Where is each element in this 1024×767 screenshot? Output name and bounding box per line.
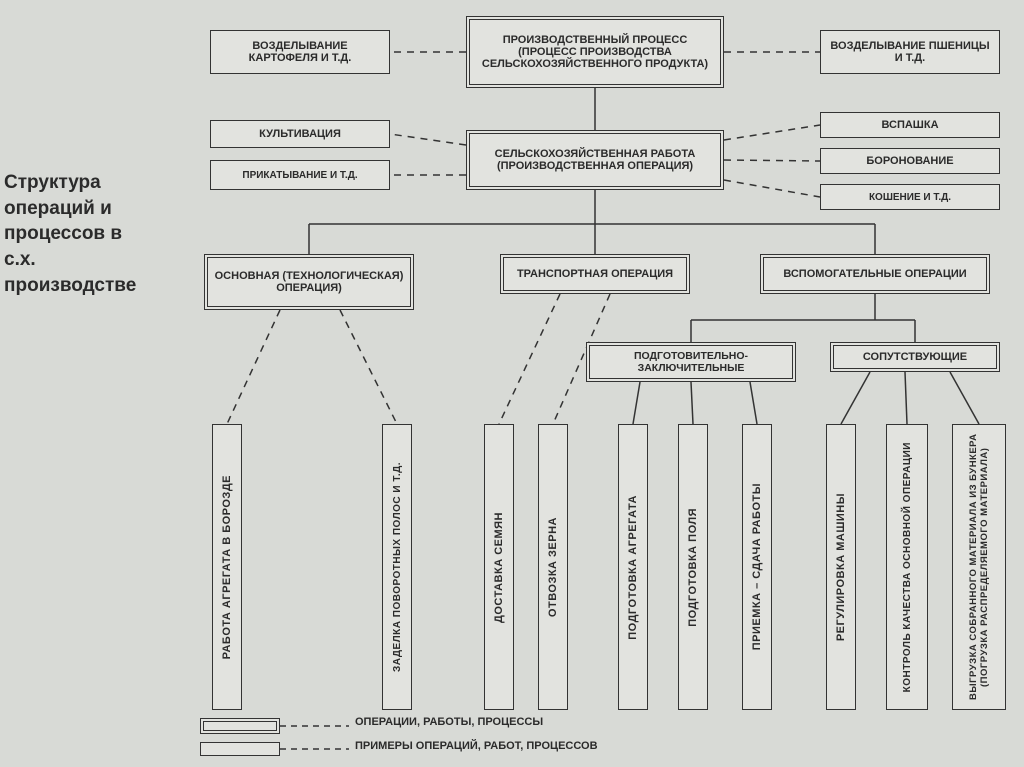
node-n_potato: ВОЗДЕЛЫВАНИЕ КАРТОФЕЛЯ И Т.Д.	[210, 30, 390, 74]
node-n_main: ОСНОВНАЯ (ТЕХНОЛОГИЧЕСКАЯ) ОПЕРАЦИЯ)	[204, 254, 414, 310]
vstrip-v7: ПРИЕМКА – СДАЧА РАБОТЫ	[742, 424, 772, 710]
node-n_boron: БОРОНОВАНИЕ	[820, 148, 1000, 174]
legend-swatch-single	[200, 742, 280, 756]
node-n_proc: ПРОИЗВОДСТВЕННЫЙ ПРОЦЕСС (ПРОЦЕСС ПРОИЗВ…	[466, 16, 724, 88]
node-n_trans: ТРАНСПОРТНАЯ ОПЕРАЦИЯ	[500, 254, 690, 294]
vstrip-v10: ВЫГРУЗКА СОБРАННОГО МАТЕРИАЛА ИЗ БУНКЕРА…	[952, 424, 1006, 710]
node-n_soput: СОПУТСТВУЮЩИЕ	[830, 342, 1000, 372]
vstrip-v6: ПОДГОТОВКА ПОЛЯ	[678, 424, 708, 710]
node-n_prikat: ПРИКАТЫВАНИЕ И Т.Д.	[210, 160, 390, 190]
node-n_cult: КУЛЬТИВАЦИЯ	[210, 120, 390, 148]
diagram-title: Структура операций и процессов в с.х. пр…	[4, 170, 159, 298]
legend-swatch-double	[200, 718, 280, 734]
node-n_prep: ПОДГОТОВИТЕЛЬНО-ЗАКЛЮЧИТЕЛЬНЫЕ	[586, 342, 796, 382]
node-n_vspash: ВСПАШКА	[820, 112, 1000, 138]
vstrip-v1: РАБОТА АГРЕГАТА В БОРОЗДЕ	[212, 424, 242, 710]
vstrip-v9: КОНТРОЛЬ КАЧЕСТВА ОСНОВНОЙ ОПЕРАЦИИ	[886, 424, 928, 710]
node-n_work: СЕЛЬСКОХОЗЯЙСТВЕННАЯ РАБОТА (ПРОИЗВОДСТВ…	[466, 130, 724, 190]
node-n_wheat: ВОЗДЕЛЫВАНИЕ ПШЕНИЦЫ И Т.Д.	[820, 30, 1000, 74]
vstrip-v2: ЗАДЕЛКА ПОВОРОТНЫХ ПОЛОС И Т.Д.	[382, 424, 412, 710]
node-n_kosh: КОШЕНИЕ И Т.Д.	[820, 184, 1000, 210]
legend-label-double: ОПЕРАЦИИ, РАБОТЫ, ПРОЦЕССЫ	[355, 716, 543, 728]
vstrip-v4: ОТВОЗКА ЗЕРНА	[538, 424, 568, 710]
node-n_aux: ВСПОМОГАТЕЛЬНЫЕ ОПЕРАЦИИ	[760, 254, 990, 294]
vstrip-v5: ПОДГОТОВКА АГРЕГАТА	[618, 424, 648, 710]
vstrip-v3: ДОСТАВКА СЕМЯН	[484, 424, 514, 710]
diagram-canvas: Структура операций и процессов в с.х. пр…	[0, 0, 1024, 767]
vstrip-v8: РЕГУЛИРОВКА МАШИНЫ	[826, 424, 856, 710]
legend-label-single: ПРИМЕРЫ ОПЕРАЦИЙ, РАБОТ, ПРОЦЕССОВ	[355, 740, 598, 752]
